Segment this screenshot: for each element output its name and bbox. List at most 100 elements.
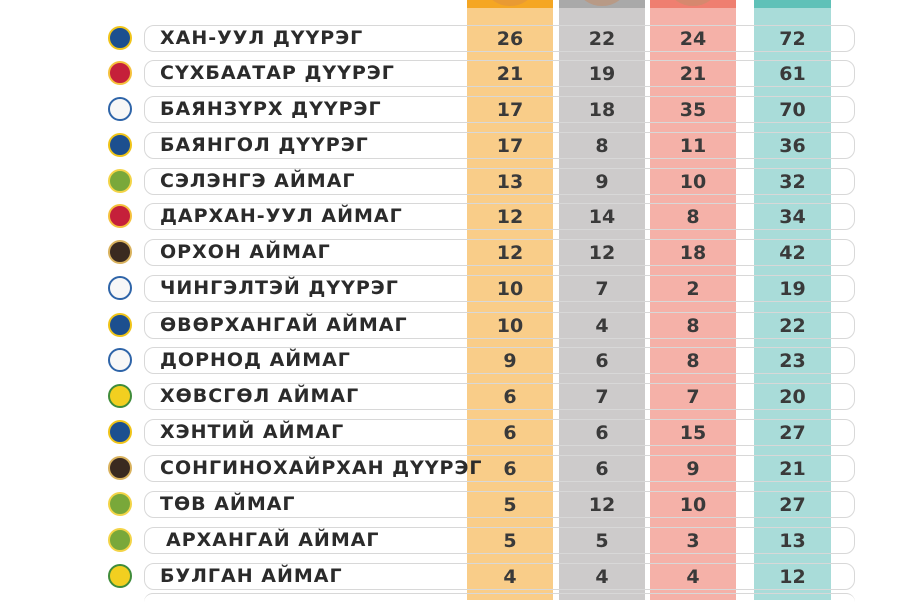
table-row: АРХАНГАЙ АЙМАГ 5 5 3 13 [0, 527, 900, 556]
team-name: ХЭНТИЙ АЙМАГ [160, 421, 345, 443]
total-header-strip [754, 0, 831, 8]
gold-count: 12 [496, 242, 524, 264]
team-name: ТӨВ АЙМАГ [160, 493, 296, 515]
team-name: ЧИНГЭЛТЭЙ ДҮҮРЭГ [160, 277, 399, 299]
team-name: БУЛГАН АЙМАГ [160, 565, 343, 587]
silver-count: 7 [595, 278, 609, 300]
row-outline [144, 383, 855, 410]
silver-count: 7 [595, 386, 609, 408]
bronze-count: 35 [679, 99, 707, 121]
khentii-emblem-icon [108, 420, 132, 444]
bronze-count: 7 [686, 386, 700, 408]
row-outline [144, 347, 855, 374]
silver-count: 6 [595, 422, 609, 444]
chingeltei-emblem-icon [108, 276, 132, 300]
gold-count: 5 [503, 494, 517, 516]
khan-uul-emblem-icon [108, 26, 132, 50]
gold-count: 6 [503, 458, 517, 480]
bronze-count: 24 [679, 28, 707, 50]
selenge-emblem-icon [108, 169, 132, 193]
table-row: СЭЛЭНГЭ АЙМАГ 13 9 10 32 [0, 168, 900, 197]
gold-medal-icon [487, 0, 533, 6]
total-count: 27 [779, 422, 806, 444]
next-row-outline [144, 593, 855, 602]
team-name: АРХАНГАЙ АЙМАГ [166, 529, 380, 551]
table-row: ХӨВСГӨЛ АЙМАГ 6 7 7 20 [0, 383, 900, 412]
table-row: ХЭНТИЙ АЙМАГ 6 6 15 27 [0, 419, 900, 448]
team-name: ӨВӨРХАНГАЙ АЙМАГ [160, 314, 408, 336]
total-count: 34 [779, 206, 806, 228]
gold-count: 10 [496, 278, 524, 300]
gold-count: 13 [496, 171, 524, 193]
silver-count: 4 [595, 315, 609, 337]
gold-count: 17 [496, 99, 524, 121]
team-name: ДОРНОД АЙМАГ [160, 349, 351, 371]
darkhan-uul-emblem-icon [108, 204, 132, 228]
gold-count: 21 [496, 63, 524, 85]
bronze-column [650, 0, 736, 600]
bronze-count: 18 [679, 242, 707, 264]
total-count: 27 [779, 494, 806, 516]
silver-count: 6 [595, 350, 609, 372]
table-row: БАЯНЗҮРХ ДҮҮРЭГ 17 18 35 70 [0, 96, 900, 125]
row-outline [144, 275, 855, 302]
row-outline [144, 491, 855, 518]
bayanzurkh-emblem-icon [108, 97, 132, 121]
orkhon-emblem-icon [108, 240, 132, 264]
arkhangai-emblem-icon [108, 528, 132, 552]
silver-count: 19 [588, 63, 616, 85]
total-count: 12 [779, 566, 806, 588]
row-outline [144, 60, 855, 87]
team-name: БАЯНЗҮРХ ДҮҮРЭГ [160, 98, 382, 120]
row-outline [144, 527, 855, 554]
gold-count: 5 [503, 530, 517, 552]
table-row: БУЛГАН АЙМАГ 4 4 4 12 [0, 563, 900, 592]
bronze-count: 9 [686, 458, 700, 480]
table-row: ӨВӨРХАНГАЙ АЙМАГ 10 4 8 22 [0, 312, 900, 341]
total-count: 70 [779, 99, 806, 121]
team-name: ДАРХАН-УУЛ АЙМАГ [160, 205, 403, 227]
bronze-count: 10 [679, 171, 707, 193]
bronze-count: 10 [679, 494, 707, 516]
gold-count: 6 [503, 422, 517, 444]
bronze-count: 8 [686, 315, 700, 337]
team-name: ОРХОН АЙМАГ [160, 241, 331, 263]
gold-count: 4 [503, 566, 517, 588]
row-outline [144, 563, 855, 590]
row-outline [144, 455, 855, 482]
silver-count: 18 [588, 99, 616, 121]
gold-column [467, 0, 553, 600]
table-row: ЧИНГЭЛТЭЙ ДҮҮРЭГ 10 7 2 19 [0, 275, 900, 304]
silver-column [559, 0, 645, 600]
bayangol-emblem-icon [108, 133, 132, 157]
songinokhairkhan-emblem-icon [108, 456, 132, 480]
bronze-count: 2 [686, 278, 700, 300]
silver-count: 14 [588, 206, 616, 228]
team-name: ХАН-УУЛ ДҮҮРЭГ [160, 27, 364, 49]
gold-count: 26 [496, 28, 524, 50]
team-name: СЭЛЭНГЭ АЙМАГ [160, 170, 356, 192]
total-count: 23 [779, 350, 806, 372]
sukhbaatar-emblem-icon [108, 61, 132, 85]
row-outline [144, 168, 855, 195]
dornod-emblem-icon [108, 348, 132, 372]
row-outline [144, 132, 855, 159]
table-row: ХАН-УУЛ ДҮҮРЭГ 26 22 24 72 [0, 25, 900, 54]
team-name: БАЯНГОЛ ДҮҮРЭГ [160, 134, 369, 156]
team-name: ХӨВСГӨЛ АЙМАГ [160, 385, 360, 407]
silver-count: 12 [588, 494, 616, 516]
silver-count: 4 [595, 566, 609, 588]
silver-count: 8 [595, 135, 609, 157]
total-count: 20 [779, 386, 806, 408]
gold-count: 12 [496, 206, 524, 228]
row-outline [144, 419, 855, 446]
total-count: 42 [779, 242, 806, 264]
row-outline [144, 96, 855, 123]
total-count: 72 [779, 28, 806, 50]
khuvsgul-emblem-icon [108, 384, 132, 408]
row-outline [144, 203, 855, 230]
bronze-count: 8 [686, 206, 700, 228]
tuv-emblem-icon [108, 492, 132, 516]
total-column [754, 0, 831, 600]
bronze-count: 21 [679, 63, 707, 85]
